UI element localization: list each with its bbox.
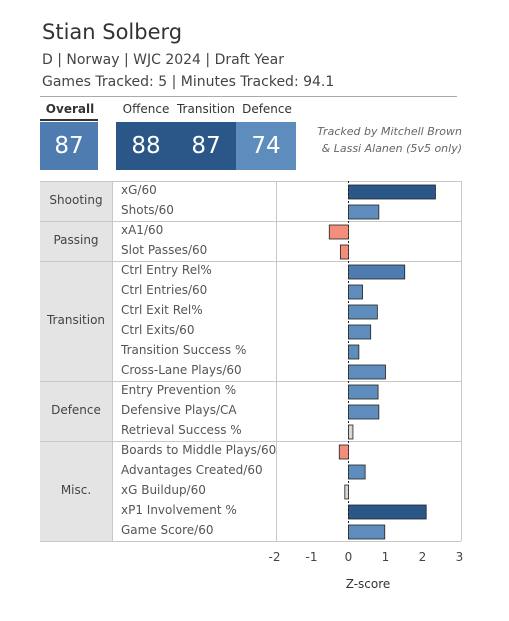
metric-label: Game Score/60 [121,523,214,537]
player-name: Stian Solberg [42,20,183,44]
metric-label: Boards to Middle Plays/60 [121,443,277,457]
transition-score: 87 [176,122,236,170]
metric-label: xG/60 [121,183,157,197]
overall-label: Overall [45,102,95,116]
x-tick-label: -1 [306,550,318,564]
tracked-by-line2: & Lassi Alanen (5v5 only) [321,142,462,155]
bar [348,424,354,440]
bar [344,484,349,500]
category-background [40,221,112,261]
defence-label: Defence [242,102,292,116]
x-axis-title: Z-score [345,577,391,591]
column-border [461,181,462,541]
metric-label: Ctrl Entry Rel% [121,263,212,277]
x-tick-label: 0 [345,550,353,564]
category-label: Passing [53,233,99,247]
metric-label: Entry Prevention % [121,383,237,397]
x-tick-label: 1 [382,550,390,564]
category-background [40,261,112,381]
metric-label: Advantages Created/60 [121,463,263,477]
bar [348,404,380,420]
category-label: Shooting [49,193,103,207]
column-border [112,181,113,541]
bar [348,304,378,320]
player-subtitle: D | Norway | WJC 2024 | Draft Year [42,52,284,68]
bar [328,224,349,240]
metric-label: Ctrl Entries/60 [121,283,208,297]
offence-label: Offence [122,102,170,116]
group-separator [40,441,461,442]
bar [348,284,363,300]
header-divider [40,96,457,97]
metric-label: Transition Success % [121,343,247,357]
bar [348,504,427,520]
x-tick-label: -2 [269,550,281,564]
bar [348,324,372,340]
metric-label: Defensive Plays/CA [121,403,237,417]
bar [338,444,349,460]
bar [348,344,360,360]
category-background [40,441,112,541]
bars-svg: -2 -1 0 1 2 3 [269,181,464,564]
bar [348,464,366,480]
bar [348,204,380,220]
category-background [40,181,112,221]
bar [348,524,386,540]
metric-label: xP1 Involvement % [121,503,237,517]
bar [348,184,436,200]
offence-score: 88 [116,122,176,170]
tracked-by-note: Tracked by Mitchell Brown & Lassi Alanen… [304,123,462,157]
metric-label: xA1/60 [121,223,164,237]
x-tick-label: 3 [456,550,464,564]
metric-label: Retrieval Success % [121,423,242,437]
bar [348,364,386,380]
metric-label: xG Buildup/60 [121,483,206,497]
table-bottom-border [40,541,461,542]
tracked-by-line1: Tracked by Mitchell Brown [317,125,462,138]
tracking-summary: Games Tracked: 5 | Minutes Tracked: 94.1 [42,74,335,90]
metric-label: Slot Passes/60 [121,243,208,257]
category-background [40,381,112,441]
metric-label: Ctrl Exits/60 [121,323,195,337]
metric-label: Ctrl Exit Rel% [121,303,203,317]
metric-label: Shots/60 [121,203,174,217]
bar [339,244,349,260]
metrics-chart: Shooting xG/60 Shots/60 Passing xA1/60 Slot P… [40,181,463,564]
x-tick-label: 2 [419,550,427,564]
transition-label: Transition [176,102,236,116]
column-border [276,181,277,541]
overall-underline [40,119,98,121]
group-separator [40,381,461,382]
bar [348,264,406,280]
category-label: Defence [51,403,101,417]
overall-score: 87 [40,122,98,170]
group-separator [40,181,461,182]
metric-label: Cross-Lane Plays/60 [121,363,242,377]
group-separator [40,261,461,262]
group-separator [40,221,461,222]
category-label: Misc. [60,483,92,497]
defence-score: 74 [236,122,296,170]
category-label: Transition [46,313,106,327]
bar [348,384,379,400]
